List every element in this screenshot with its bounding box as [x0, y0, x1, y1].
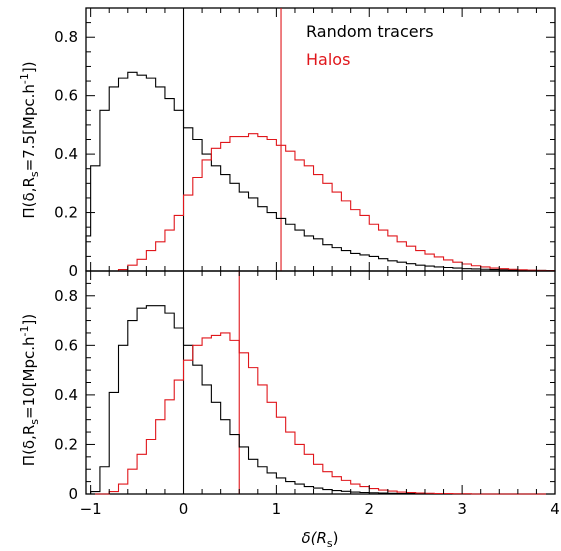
- top-ytick-label: 0: [68, 262, 78, 280]
- top-ytick-label: 0.4: [54, 145, 78, 163]
- top-ylabel-main: Π(δ,R: [20, 177, 38, 219]
- top-series-group: [85, 71, 555, 272]
- xlabel-sub: s: [327, 537, 333, 550]
- xlabel-end: ): [333, 529, 339, 547]
- bottom-ytick-label: 0.6: [54, 336, 78, 354]
- xtick-label: −1: [80, 500, 102, 518]
- legend-halos: Halos: [306, 50, 350, 69]
- xtick-label: 0: [179, 500, 189, 518]
- bottom-ylabel-main: Π(δ,R: [20, 425, 38, 467]
- top-ytick-label: 0.6: [54, 87, 78, 105]
- top-plot-frame: [85, 7, 556, 272]
- bottom-vertical-lines: [182, 271, 240, 494]
- top-ylabel-sub: s: [28, 171, 41, 177]
- bottom-panel: 00.20.40.60.8 −1 0 1 2 3 4 Π(δ,Rs=10[Mpc.h-1]…: [18, 270, 560, 550]
- top-ylabel-sup: -1: [18, 73, 31, 84]
- legend: Random tracers Halos: [306, 22, 434, 69]
- x-axis-title: δ(Rs): [301, 529, 338, 550]
- bottom-series-group: [86, 305, 555, 495]
- top-vertical-lines: [182, 8, 282, 271]
- xtick-label: 4: [550, 500, 560, 518]
- top-series-random-tracers-histogram: [85, 71, 555, 272]
- bottom-plot-frame: [85, 270, 556, 495]
- bottom-ylabel-sub: s: [28, 419, 41, 425]
- top-panel: 0 0.2 0.4 0.6 0.8 Π(δ,Rs=7.5[Mpc.h-1]) Rando…: [18, 7, 556, 280]
- top-ytick-label: 0.2: [54, 204, 78, 222]
- bottom-ytick-label: 0.4: [54, 386, 78, 404]
- svg-text:Π(δ,Rs=10[Mpc.h-1]): Π(δ,Rs=10[Mpc.h-1]): [18, 314, 41, 466]
- bottom-y-ticks: 0 0.2 0.4 0.6 0.8: [54, 270, 555, 503]
- bottom-ytick-label: 0: [68, 485, 78, 503]
- legend-random-tracers: Random tracers: [306, 22, 434, 41]
- top-series-halos-histogram: [86, 133, 555, 272]
- xtick-label: 2: [364, 500, 374, 518]
- top-ylabel-rest: =7.5[Mpc.h: [20, 84, 38, 171]
- bottom-ytick-label: 0.8: [54, 287, 78, 305]
- bottom-ytick-label: 0.2: [54, 435, 78, 453]
- top-y-ticks: 0 0.2 0.4 0.6 0.8: [54, 7, 555, 280]
- xlabel-main: δ(R: [301, 529, 326, 547]
- top-y-axis-title: Π(δ,Rs=7.5[Mpc.h-1]): [18, 61, 41, 218]
- bottom-ylabel-rest: =10[Mpc.h: [20, 336, 38, 419]
- bottom-series-halos-histogram: [86, 332, 555, 495]
- svg-text:Π(δ,Rs=7.5[Mpc.h-1]): Π(δ,Rs=7.5[Mpc.h-1]): [18, 61, 41, 218]
- bottom-ylabel-end: ]): [20, 314, 38, 326]
- xtick-label: 1: [272, 500, 282, 518]
- xtick-label: 3: [457, 500, 467, 518]
- bottom-ylabel-sup: -1: [18, 326, 31, 337]
- top-x-ticks: [90, 8, 556, 271]
- bottom-series-random-tracers-histogram: [86, 305, 555, 495]
- top-ytick-label: 0.8: [54, 28, 78, 46]
- bottom-y-axis-title: Π(δ,Rs=10[Mpc.h-1]): [18, 314, 41, 466]
- bottom-x-ticks: −1 0 1 2 3 4: [80, 271, 560, 518]
- top-ylabel-end: ]): [20, 61, 38, 73]
